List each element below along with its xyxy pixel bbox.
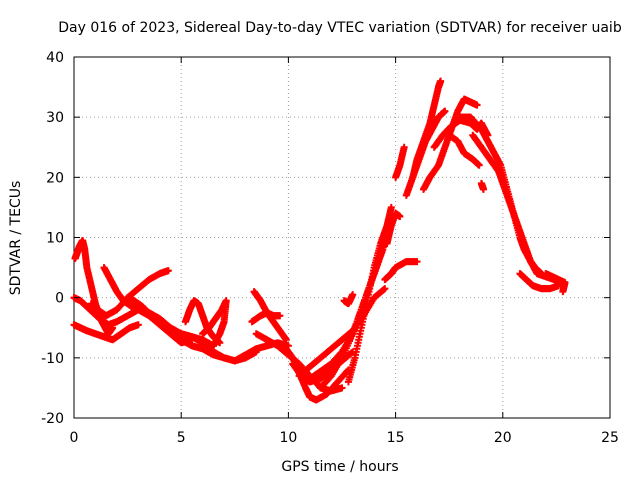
x-tick-label: 20	[494, 430, 512, 446]
data-point	[400, 143, 408, 151]
x-tick-label: 5	[177, 430, 186, 446]
data-point	[209, 342, 217, 350]
chart-title: Day 016 of 2023, Sidereal Day-to-day VTE…	[58, 20, 622, 36]
series-arc-23	[392, 143, 408, 181]
series-arc-08	[177, 330, 292, 365]
data-point	[413, 258, 421, 266]
data-point	[387, 203, 395, 211]
series-arc-05	[100, 264, 142, 314]
y-tick-label: 20	[46, 170, 64, 186]
data-point	[343, 367, 351, 375]
y-tick-label: -10	[41, 351, 64, 367]
x-tick-label: 15	[387, 430, 405, 446]
data-point	[396, 212, 404, 220]
data-point	[437, 77, 445, 85]
data-point	[276, 312, 284, 320]
data-point	[473, 101, 481, 109]
y-axis-label: SDTVAR / TECUs	[8, 181, 24, 296]
series-arc-26	[419, 95, 481, 193]
series-arc-28	[445, 131, 483, 169]
series-arc-30	[469, 131, 567, 290]
y-tick-label: 40	[46, 50, 64, 66]
y-tick-label: 10	[46, 231, 64, 247]
series-arc-32	[542, 270, 569, 296]
data-point	[134, 321, 142, 329]
series-arc-16	[295, 285, 389, 380]
series-arc-10	[199, 297, 230, 350]
series-arc-29	[456, 113, 545, 278]
x-tick-label: 0	[70, 430, 79, 446]
data-point	[338, 384, 346, 392]
series-arc-14	[280, 342, 352, 404]
data-point	[164, 267, 172, 275]
data-point	[381, 285, 389, 293]
x-tick-label: 25	[601, 430, 619, 446]
series-arc-31	[516, 270, 563, 293]
y-tick-label: -20	[41, 411, 64, 427]
data-point	[559, 288, 567, 296]
series-arc-21	[381, 258, 421, 284]
y-tick-label: 30	[46, 110, 64, 126]
series-arc-02	[70, 321, 142, 344]
series-arc-12	[248, 309, 284, 326]
data-point	[441, 107, 449, 115]
data-point	[282, 336, 290, 344]
data-point	[477, 179, 485, 187]
x-axis-label: GPS time / hours	[281, 459, 398, 475]
data-point	[475, 161, 483, 169]
data-point	[349, 291, 357, 299]
series-arc-20	[340, 291, 357, 308]
data-points	[70, 77, 569, 404]
series-arc-22	[383, 209, 404, 248]
series-arc-25	[409, 107, 449, 181]
series-arc-33	[477, 179, 488, 193]
x-tick-label: 10	[279, 430, 297, 446]
y-tick-label: 0	[55, 291, 64, 307]
x-axis-ticks: 0 5 10 15 20 25	[70, 57, 619, 446]
y-axis-ticks: -20 -10 0 10 20 30 40	[41, 50, 610, 427]
